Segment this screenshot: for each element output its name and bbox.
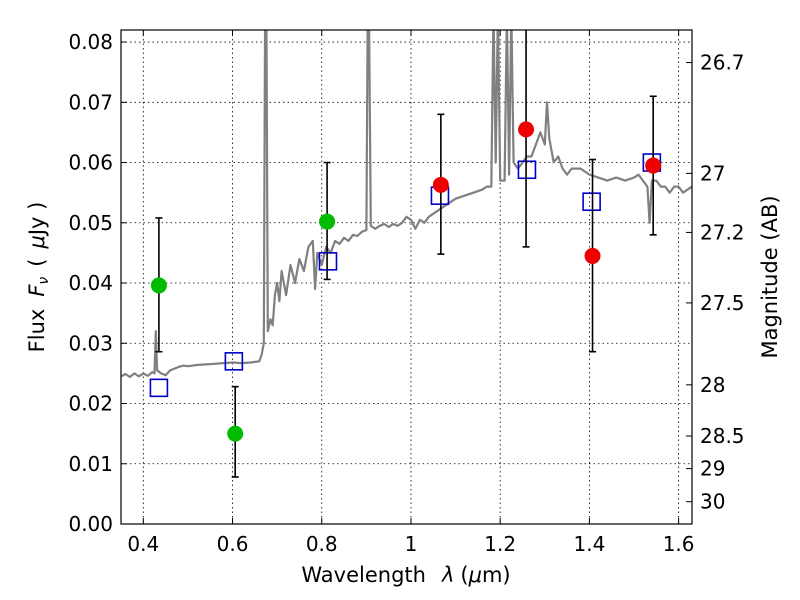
model-point-square: [318, 252, 338, 271]
magnitude-tick-label: 27.5: [700, 291, 745, 315]
model-point-square: [224, 352, 244, 371]
x-axis-ticks: 0.4 0.6 0.8 1 1.2 1.4 1.6: [127, 30, 695, 556]
observed-point: [645, 157, 662, 174]
observed-photometry-layer: [150, 30, 662, 478]
magnitude-tick-label: 26.7: [700, 51, 745, 75]
magnitude-axis-ticks: 26.7 27 27.2 27.5 28 28.5 29 30: [686, 51, 745, 514]
magnitude-axis-title: Magnitude (AB): [758, 195, 782, 358]
spectrum-line: [121, 30, 692, 379]
y-tick-label: 0.05: [68, 211, 113, 235]
y-tick-label: 0.04: [68, 271, 113, 295]
magnitude-tick-label: 30: [700, 490, 725, 514]
x-tick-label: 1.2: [484, 532, 516, 556]
magnitude-tick-label: 29: [700, 457, 725, 481]
x-tick-label: 0.6: [217, 532, 249, 556]
x-tick-label: 1: [405, 532, 418, 556]
y-tick-label: 0.03: [68, 331, 113, 355]
x-tick-label: 1.4: [573, 532, 605, 556]
magnitude-tick-label: 27: [700, 161, 725, 185]
x-tick-label: 1.6: [663, 532, 695, 556]
y-tick-label: 0.07: [68, 90, 113, 114]
model-point-square: [149, 378, 169, 398]
x-tick-label: 0.8: [306, 532, 338, 556]
observed-point: [319, 213, 336, 230]
y-tick-label: 0.08: [68, 30, 113, 54]
magnitude-tick-label: 28.5: [700, 424, 745, 448]
y-tick-label: 0.02: [68, 392, 113, 416]
y-axis-ticks: 0.00 0.01 0.02 0.03 0.04 0.05 0.06 0.07 0.08: [68, 30, 127, 536]
magnitude-tick-label: 28: [700, 373, 725, 397]
y-axis-title: FluxFν(μJy ): [25, 202, 52, 353]
y-tick-label: 0.06: [68, 151, 113, 175]
spectrum-layer: [121, 30, 692, 379]
y-tick-label: 0.00: [68, 512, 113, 536]
x-tick-label: 0.4: [127, 532, 159, 556]
magnitude-tick-label: 27.2: [700, 220, 745, 244]
observed-point: [518, 121, 535, 138]
observed-point: [150, 277, 167, 294]
observed-point: [227, 425, 244, 442]
observed-point: [584, 247, 601, 264]
plot-frame: [120, 29, 693, 525]
y-tick-label: 0.01: [68, 452, 113, 476]
observed-point: [432, 176, 449, 193]
model-point-square: [517, 160, 537, 180]
x-axis-title: Wavelength λ (μm): [301, 563, 510, 587]
model-point-square: [582, 192, 601, 211]
